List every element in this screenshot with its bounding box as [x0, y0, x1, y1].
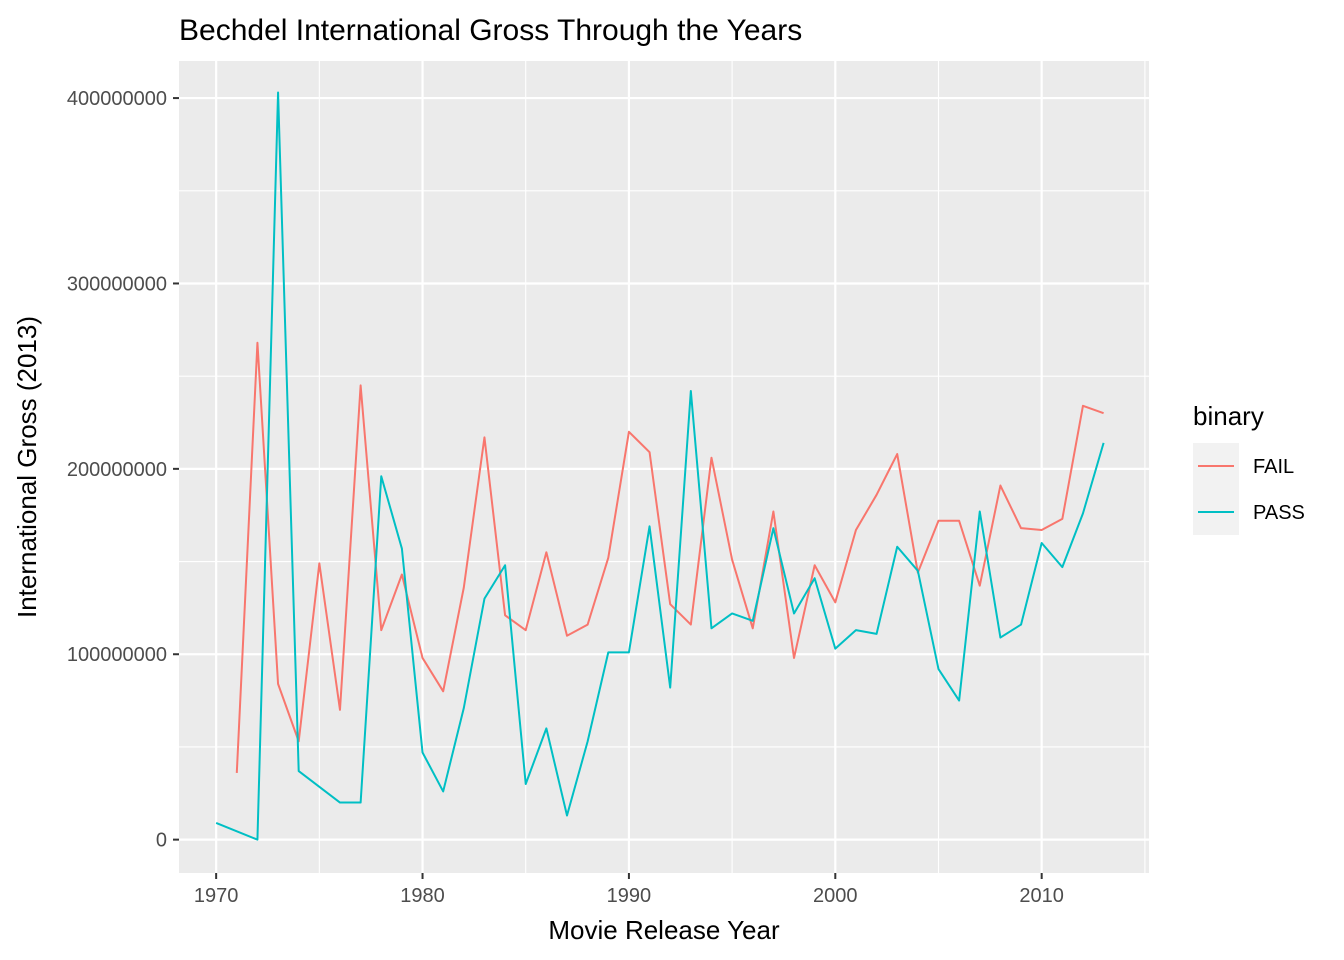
legend-title: binary: [1193, 401, 1264, 431]
series-line-pass: [215, 91, 1105, 841]
y-tick-label: 0: [156, 830, 167, 852]
y-tick-label: 400000000: [67, 88, 167, 110]
legend-label-fail: FAIL: [1253, 456, 1294, 478]
y-tick-label: 200000000: [67, 459, 167, 481]
plot-panel: [179, 61, 1149, 873]
x-tick-label: 2010: [1019, 885, 1064, 907]
legend-label-pass: PASS: [1253, 502, 1305, 524]
legend: binary FAIL PASS: [1193, 401, 1305, 535]
chart-title: Bechdel International Gross Through the …: [179, 14, 802, 47]
series-lines: [215, 91, 1105, 841]
major-gridlines: [179, 61, 1149, 873]
y-axis: 0 100000000 200000000 300000000 400000000: [67, 88, 179, 852]
x-axis: 1970 1980 1990 2000 2010: [194, 873, 1064, 907]
x-tick-label: 1990: [607, 885, 652, 907]
x-tick-label: 1970: [194, 885, 239, 907]
minor-gridlines: [179, 61, 1149, 873]
x-tick-label: 2000: [813, 885, 858, 907]
y-tick-label: 100000000: [67, 644, 167, 666]
y-tick-label: 300000000: [67, 273, 167, 295]
x-tick-label: 1980: [400, 885, 445, 907]
x-axis-title: Movie Release Year: [548, 915, 780, 945]
series-line-fail: [235, 341, 1104, 773]
y-axis-title: International Gross (2013): [12, 316, 42, 618]
